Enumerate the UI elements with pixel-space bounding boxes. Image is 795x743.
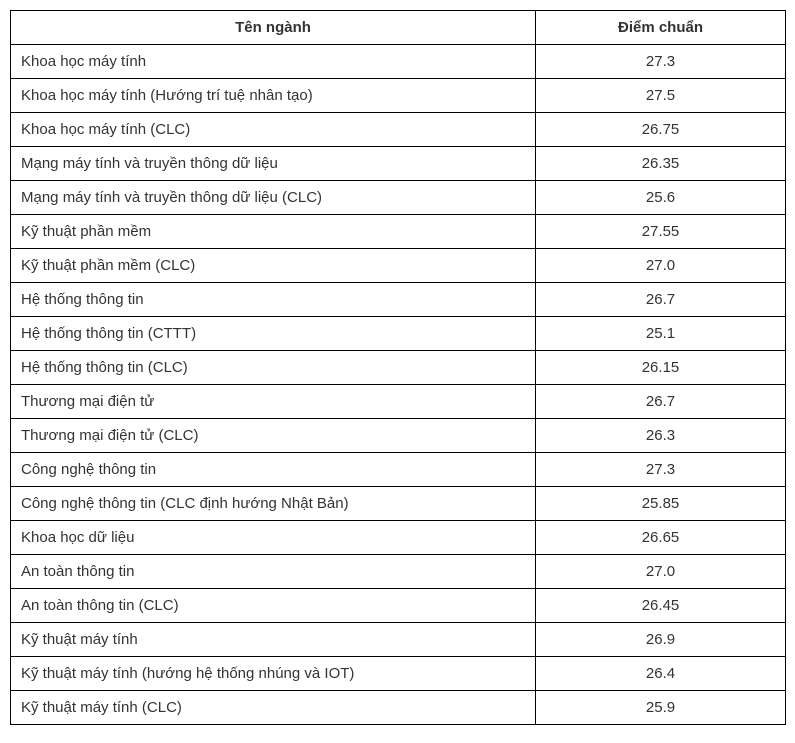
score-cell: 26.65: [536, 521, 786, 555]
score-cell: 27.0: [536, 249, 786, 283]
table-row: Hệ thống thông tin (CTTT)25.1: [11, 317, 786, 351]
major-name-cell: Kỹ thuật máy tính (hướng hệ thống nhúng …: [11, 657, 536, 691]
table-header-row: Tên ngành Điểm chuẩn: [11, 11, 786, 45]
major-name-cell: An toàn thông tin (CLC): [11, 589, 536, 623]
table-row: Mạng máy tính và truyền thông dữ liệu (C…: [11, 181, 786, 215]
column-header-name: Tên ngành: [11, 11, 536, 45]
score-cell: 26.9: [536, 623, 786, 657]
admission-scores-table: Tên ngành Điểm chuẩn Khoa học máy tính27…: [10, 10, 786, 725]
major-name-cell: Mạng máy tính và truyền thông dữ liệu (C…: [11, 181, 536, 215]
score-cell: 25.9: [536, 691, 786, 725]
major-name-cell: Kỹ thuật phần mềm (CLC): [11, 249, 536, 283]
major-name-cell: Hệ thống thông tin: [11, 283, 536, 317]
table-row: An toàn thông tin27.0: [11, 555, 786, 589]
table-body: Khoa học máy tính27.3Khoa học máy tính (…: [11, 45, 786, 725]
table-row: Thương mại điện tử (CLC)26.3: [11, 419, 786, 453]
column-header-score: Điểm chuẩn: [536, 11, 786, 45]
table-row: Mạng máy tính và truyền thông dữ liệu26.…: [11, 147, 786, 181]
major-name-cell: Thương mại điện tử (CLC): [11, 419, 536, 453]
score-cell: 27.3: [536, 453, 786, 487]
table-row: Công nghệ thông tin27.3: [11, 453, 786, 487]
score-cell: 25.6: [536, 181, 786, 215]
score-cell: 25.85: [536, 487, 786, 521]
table-row: Hệ thống thông tin26.7: [11, 283, 786, 317]
table-row: Khoa học máy tính (Hướng trí tuệ nhân tạ…: [11, 79, 786, 113]
score-cell: 26.7: [536, 385, 786, 419]
table-row: Kỹ thuật máy tính26.9: [11, 623, 786, 657]
table-row: Khoa học máy tính (CLC)26.75: [11, 113, 786, 147]
score-cell: 27.3: [536, 45, 786, 79]
major-name-cell: Thương mại điện tử: [11, 385, 536, 419]
score-cell: 26.3: [536, 419, 786, 453]
table-row: Kỹ thuật phần mềm27.55: [11, 215, 786, 249]
table-row: Khoa học dữ liệu26.65: [11, 521, 786, 555]
table-row: Khoa học máy tính27.3: [11, 45, 786, 79]
major-name-cell: Hệ thống thông tin (CLC): [11, 351, 536, 385]
table-row: Kỹ thuật máy tính (hướng hệ thống nhúng …: [11, 657, 786, 691]
table-row: Kỹ thuật máy tính (CLC)25.9: [11, 691, 786, 725]
score-cell: 26.75: [536, 113, 786, 147]
score-cell: 26.45: [536, 589, 786, 623]
major-name-cell: Công nghệ thông tin (CLC định hướng Nhật…: [11, 487, 536, 521]
score-cell: 27.0: [536, 555, 786, 589]
major-name-cell: Kỹ thuật máy tính (CLC): [11, 691, 536, 725]
score-cell: 26.15: [536, 351, 786, 385]
score-cell: 27.5: [536, 79, 786, 113]
table-header: Tên ngành Điểm chuẩn: [11, 11, 786, 45]
table-row: Hệ thống thông tin (CLC)26.15: [11, 351, 786, 385]
table-row: Công nghệ thông tin (CLC định hướng Nhật…: [11, 487, 786, 521]
major-name-cell: Khoa học máy tính (CLC): [11, 113, 536, 147]
major-name-cell: Khoa học dữ liệu: [11, 521, 536, 555]
score-cell: 25.1: [536, 317, 786, 351]
major-name-cell: Khoa học máy tính: [11, 45, 536, 79]
score-cell: 26.7: [536, 283, 786, 317]
major-name-cell: Công nghệ thông tin: [11, 453, 536, 487]
major-name-cell: Khoa học máy tính (Hướng trí tuệ nhân tạ…: [11, 79, 536, 113]
major-name-cell: Kỹ thuật phần mềm: [11, 215, 536, 249]
score-cell: 26.35: [536, 147, 786, 181]
score-cell: 27.55: [536, 215, 786, 249]
table-row: Kỹ thuật phần mềm (CLC)27.0: [11, 249, 786, 283]
major-name-cell: Kỹ thuật máy tính: [11, 623, 536, 657]
table-row: Thương mại điện tử26.7: [11, 385, 786, 419]
score-cell: 26.4: [536, 657, 786, 691]
table-row: An toàn thông tin (CLC)26.45: [11, 589, 786, 623]
major-name-cell: Hệ thống thông tin (CTTT): [11, 317, 536, 351]
major-name-cell: Mạng máy tính và truyền thông dữ liệu: [11, 147, 536, 181]
major-name-cell: An toàn thông tin: [11, 555, 536, 589]
